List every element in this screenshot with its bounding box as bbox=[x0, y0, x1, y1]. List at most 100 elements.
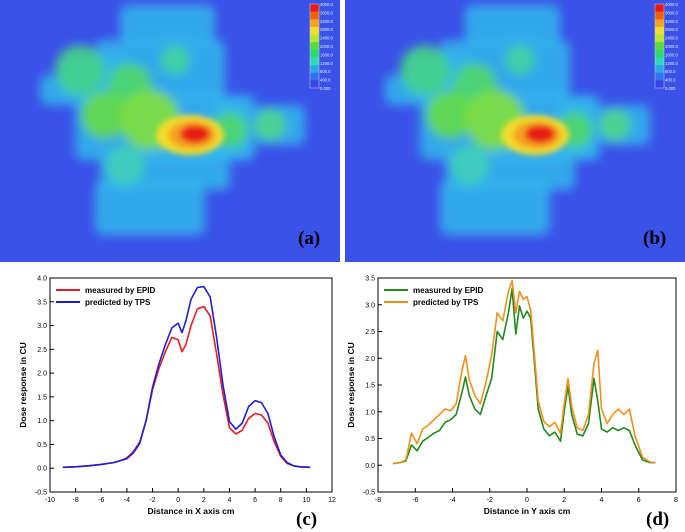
colorbar-tick-label: 1200.0 bbox=[320, 61, 333, 66]
colorbar-tick-label: 2400.0 bbox=[320, 36, 333, 41]
x-tick-label: 4 bbox=[600, 497, 604, 504]
colorbar-tick-label: 4000.0 bbox=[665, 2, 678, 7]
colorbar-tick-label: 2800.0 bbox=[665, 27, 678, 32]
y-axis-label: Dose response in CU bbox=[18, 342, 28, 428]
x-tick-label: -10 bbox=[45, 497, 55, 504]
colorbar-tick-label: 400.0 bbox=[320, 78, 331, 83]
colorbar-tick-label: 3200.0 bbox=[665, 19, 678, 24]
y-tick-label: 2.5 bbox=[37, 347, 47, 354]
colorbar-swatch bbox=[310, 72, 319, 81]
y-tick-label: 3.5 bbox=[37, 299, 47, 306]
colorbar-tick-label: 800.0 bbox=[320, 69, 331, 74]
x-tick-label: 0 bbox=[525, 497, 529, 504]
colorbar-swatch bbox=[655, 19, 664, 28]
colorbar-swatch bbox=[655, 65, 664, 74]
dose-hotspot bbox=[501, 115, 569, 155]
colorbar-frame bbox=[654, 3, 665, 89]
x-tick-label: -6 bbox=[412, 497, 418, 504]
x-tick-label: 10 bbox=[302, 497, 310, 504]
colorbar-swatch bbox=[655, 26, 664, 36]
colorbar-tick-label: 2000.0 bbox=[665, 44, 678, 49]
x-profile-chart: -10 -8 -6 -4 -2 0 2 4 6 8 10 12 -0.5 0.0 0.5 1.0 1.5 2.0 2… bbox=[18, 276, 336, 517]
colorbar-swatch bbox=[655, 4, 664, 13]
dose-region-peak bbox=[525, 125, 555, 143]
dose-region bbox=[599, 109, 631, 141]
colorbar-swatch bbox=[655, 80, 664, 89]
x-tick-label: 4 bbox=[228, 497, 232, 504]
field-segment bbox=[440, 180, 550, 235]
colorbar-tick-label: 3600.0 bbox=[665, 10, 678, 15]
series-line-1 bbox=[62, 305, 311, 469]
colorbar-swatch bbox=[310, 19, 319, 28]
colorbar-tick-label: 3600.0 bbox=[320, 10, 333, 15]
dose-region bbox=[400, 45, 450, 95]
y-tick-label: 2.5 bbox=[365, 329, 375, 336]
dose-region bbox=[105, 145, 145, 185]
y-tick-label: 3.0 bbox=[37, 323, 47, 330]
colorbar-swatch bbox=[310, 42, 319, 51]
x-tick-label: -4 bbox=[449, 497, 455, 504]
colorbar-swatch bbox=[655, 42, 664, 51]
x-axis-label: Distance in Y axis cm bbox=[484, 506, 571, 516]
panel-label-b: (b) bbox=[643, 228, 667, 249]
dose-region bbox=[450, 145, 490, 185]
y-profile-chart-panel: -8 -6 -4 -2 0 2 4 6 8 -0.5 0.0 0.5 1.0 1.5 2.0 2.5 3.0 3.… bbox=[344, 266, 685, 532]
y-axis-label: Dose response in CU bbox=[346, 342, 356, 428]
colorbar-swatch bbox=[655, 72, 664, 81]
legend-entry: predicted by TPS bbox=[85, 298, 151, 307]
x-tick-label: 12 bbox=[328, 497, 336, 504]
dose-map-panel-b: 4000.0 3600.0 3200.0 2800.0 2400.0 2000.0 1600… bbox=[345, 0, 685, 262]
legend-entry: measured by EPID bbox=[85, 286, 155, 295]
epid-dose-heatmap: 4000.0 3600.0 3200.0 2800.0 2400.0 2000.0 1600… bbox=[0, 0, 340, 262]
colorbar-swatch bbox=[655, 11, 664, 20]
dose-region-peak bbox=[180, 125, 210, 143]
colorbar-swatch bbox=[310, 26, 319, 36]
field-segment bbox=[465, 5, 560, 45]
x-tick-label: 8 bbox=[279, 497, 283, 504]
colorbar-tick-label: 2000.0 bbox=[320, 44, 333, 49]
colorbar-tick-label: 0.000 bbox=[665, 86, 676, 91]
colorbar-swatch bbox=[655, 57, 664, 66]
colorbar-tick-label: 1600.0 bbox=[320, 52, 333, 57]
y-tick-label: 1.0 bbox=[37, 418, 47, 425]
colorbar-tick-label: 2800.0 bbox=[320, 27, 333, 32]
colorbar-swatch bbox=[310, 4, 319, 13]
dose-region bbox=[81, 91, 129, 139]
colorbar-tick-label: 2400.0 bbox=[665, 36, 678, 41]
colorbar-frame bbox=[309, 3, 320, 89]
colorbar-tick-label: 0.000 bbox=[320, 86, 331, 91]
x-axis-label: Distance in X axis cm bbox=[148, 506, 235, 516]
y-tick-label: -0.5 bbox=[363, 490, 375, 497]
colorbar-tick-label: 4000.0 bbox=[320, 2, 333, 7]
panel-label-c: (c) bbox=[296, 509, 318, 530]
legend-entry: predicted by TPS bbox=[413, 298, 479, 307]
x-tick-label: 2 bbox=[562, 497, 566, 504]
colorbar-swatch bbox=[310, 57, 319, 66]
colorbar-tick-label: 800.0 bbox=[665, 69, 676, 74]
legend-entry: measured by EPID bbox=[413, 286, 483, 295]
x-tick-label: 6 bbox=[253, 497, 257, 504]
y-tick-label: 0.0 bbox=[365, 463, 375, 470]
colorbar-swatch bbox=[310, 34, 319, 43]
y-tick-label: 4.0 bbox=[37, 276, 47, 283]
colorbar-swatch bbox=[310, 49, 319, 58]
y-tick-label: 3.5 bbox=[365, 276, 375, 283]
y-tick-label: 2.0 bbox=[37, 371, 47, 378]
colorbar-swatch bbox=[655, 34, 664, 43]
dose-region bbox=[254, 109, 286, 141]
colorbar-swatch bbox=[310, 65, 319, 74]
dose-region bbox=[426, 91, 474, 139]
x-tick-label: 2 bbox=[202, 497, 206, 504]
series-line-1 bbox=[392, 287, 656, 465]
y-tick-label: 0.0 bbox=[37, 466, 47, 473]
x-tick-label: -8 bbox=[73, 497, 79, 504]
x-tick-label: 0 bbox=[176, 497, 180, 504]
x-tick-label: 8 bbox=[674, 497, 678, 504]
y-tick-label: 0.5 bbox=[365, 436, 375, 443]
y-tick-label: 1.0 bbox=[365, 409, 375, 416]
y-tick-label: 1.5 bbox=[37, 394, 47, 401]
x-tick-label: -6 bbox=[98, 497, 104, 504]
dose-hotspot bbox=[156, 115, 224, 155]
x-tick-label: -2 bbox=[149, 497, 155, 504]
x-tick-label: -8 bbox=[375, 497, 381, 504]
